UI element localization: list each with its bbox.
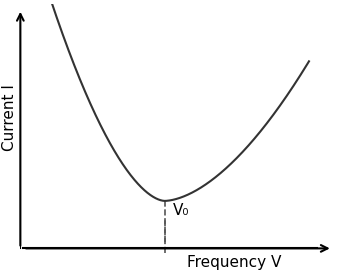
Text: V₀: V₀ bbox=[173, 203, 190, 218]
Text: Frequency V: Frequency V bbox=[187, 255, 281, 270]
Text: Current I: Current I bbox=[2, 84, 17, 151]
